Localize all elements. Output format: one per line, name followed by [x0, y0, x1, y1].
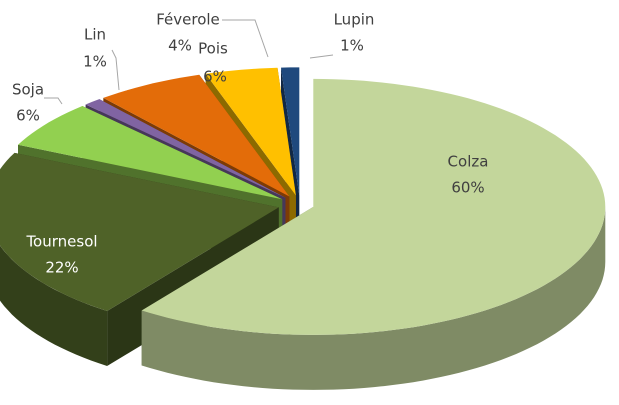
leader-line: [111, 49, 120, 91]
category-label: Soja: [12, 81, 44, 99]
category-label: Colza: [448, 153, 489, 171]
category-label: Lupin: [334, 11, 375, 29]
slice: [85, 99, 286, 198]
value-label: 22%: [45, 259, 78, 277]
slice-wall: [0, 245, 108, 366]
value-label: 60%: [451, 179, 484, 197]
leader-line: [222, 19, 269, 58]
value-label: 1%: [340, 37, 364, 55]
leader-line: [309, 54, 334, 59]
category-label: Pois: [198, 40, 228, 58]
category-label: Lin: [84, 26, 106, 44]
value-label: 6%: [203, 68, 227, 86]
data-labels: Colza 60% Tournesol 22% Soja 6% Lin 1% Pois 6% Fév…: [12, 11, 488, 277]
slice: [281, 67, 300, 196]
slice: [141, 78, 606, 335]
value-label: 4%: [168, 37, 192, 55]
slice: [205, 67, 296, 196]
value-label: 6%: [16, 107, 40, 125]
category-label: Féverole: [156, 11, 220, 29]
slice: [18, 106, 283, 200]
leader-line: [44, 97, 63, 105]
leader-lines: [44, 19, 334, 105]
slice: [103, 74, 290, 197]
slice: [0, 152, 279, 311]
slice-wall: [141, 206, 606, 390]
pie: [0, 67, 606, 390]
value-label: 1%: [83, 53, 107, 71]
category-label: Tournesol: [25, 233, 97, 251]
